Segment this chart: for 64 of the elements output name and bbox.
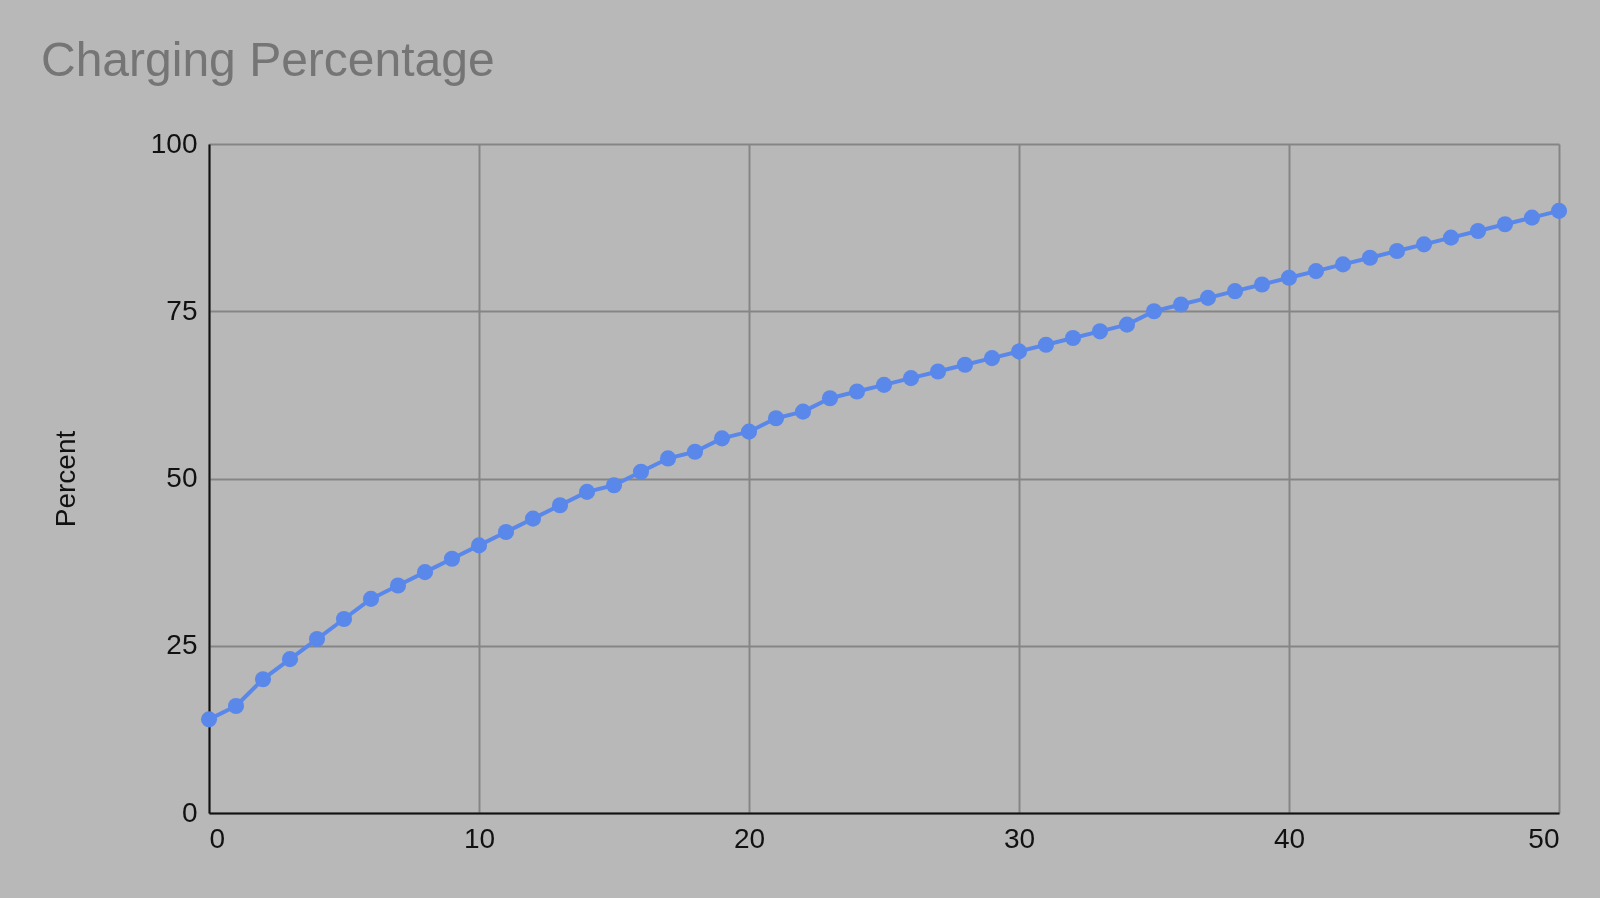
point: [794, 403, 812, 420]
point: [1199, 289, 1217, 306]
point: [335, 610, 353, 628]
point: [308, 631, 326, 648]
x-tick-label: 20: [733, 822, 766, 854]
point: [659, 450, 677, 467]
point: [902, 370, 920, 387]
y-tick-label: 50: [166, 462, 198, 493]
point: [1172, 296, 1190, 313]
point: [524, 510, 542, 527]
point: [1145, 303, 1163, 320]
point: [470, 537, 488, 554]
x-tick-label: 50: [1528, 822, 1560, 854]
point: [632, 463, 650, 480]
point: [281, 651, 299, 668]
point: [821, 390, 839, 407]
y-axis-title: Percent: [49, 430, 81, 528]
point: [1550, 202, 1568, 219]
point: [1253, 276, 1271, 293]
point: [1334, 256, 1352, 273]
point: [605, 477, 623, 494]
y-tick-label: 0: [181, 796, 198, 828]
point: [686, 443, 704, 460]
point: [1496, 216, 1514, 233]
point: [389, 577, 407, 594]
point: [1442, 229, 1460, 246]
point: [740, 423, 758, 440]
x-tick-label: 10: [463, 822, 496, 854]
x-tick-label: 30: [1003, 822, 1036, 854]
x-tick-label: 0: [209, 822, 226, 854]
point: [1226, 283, 1244, 300]
x-tick-label: 40: [1273, 822, 1306, 854]
y-tick-label: 100: [150, 127, 198, 159]
point: [848, 383, 866, 400]
point: [227, 697, 245, 715]
y-tick-label: 75: [166, 294, 198, 326]
point: [578, 483, 596, 500]
point: [254, 671, 272, 688]
point: [1037, 336, 1055, 353]
point: [443, 550, 461, 567]
point: [713, 430, 731, 447]
chart-title: Charging Percentage: [41, 33, 495, 86]
point: [1361, 249, 1379, 266]
point: [416, 564, 434, 581]
point: [1064, 329, 1082, 347]
point: [767, 410, 785, 427]
point: [929, 363, 947, 380]
point: [1415, 236, 1433, 253]
point: [1523, 209, 1541, 226]
point: [1469, 222, 1487, 240]
point: [200, 711, 218, 728]
point: [875, 376, 893, 393]
point: [362, 590, 380, 607]
point: [1118, 316, 1136, 333]
y-tick-label: 25: [166, 629, 198, 661]
point: [956, 356, 974, 373]
point: [1091, 323, 1109, 340]
point: [497, 523, 515, 541]
point: [1280, 269, 1298, 286]
point: [1307, 263, 1325, 280]
point: [551, 497, 569, 514]
point: [983, 350, 1001, 367]
point: [1010, 343, 1028, 360]
point: [1388, 242, 1406, 260]
